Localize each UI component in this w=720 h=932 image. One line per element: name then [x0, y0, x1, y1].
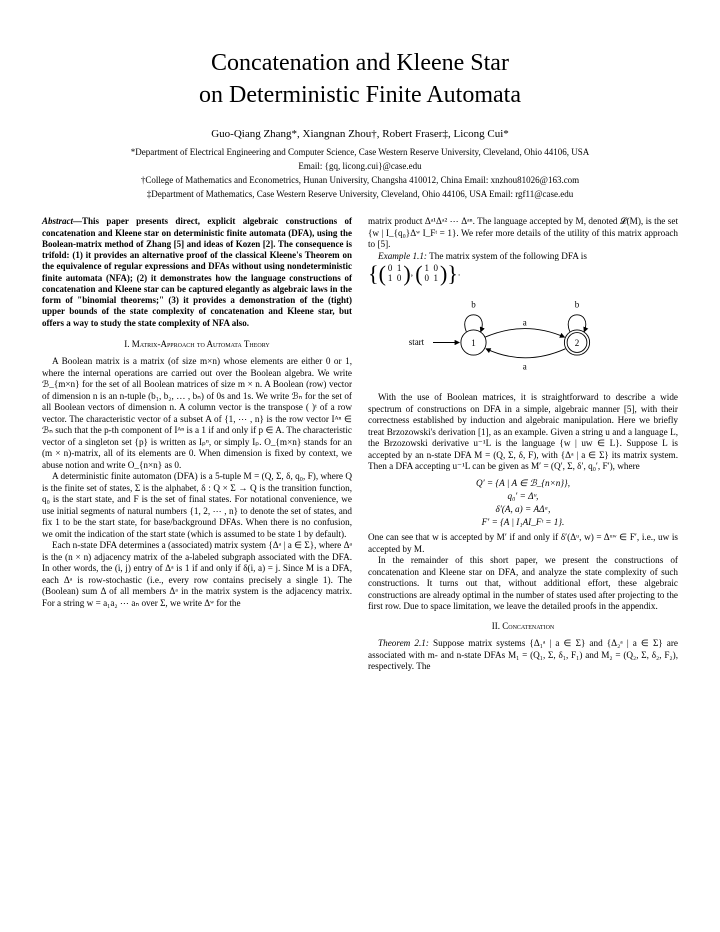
state-1-label: 1	[471, 338, 476, 348]
sec1-para1: A Boolean matrix is a matrix (of size m×…	[42, 356, 352, 471]
title-line1: Concatenation and Kleene Star	[42, 48, 678, 78]
affiliation-2: Email: {gq, licong.cui}@case.edu	[42, 160, 678, 172]
theorem-2-1: Theorem 2.1: Suppose matrix systems {Δ₁ᵃ…	[368, 638, 678, 673]
affiliation-1: *Department of Electrical Engineering an…	[42, 146, 678, 158]
theorem-label: Theorem 2.1:	[378, 638, 429, 648]
affiliation-3: †College of Mathematics and Econometrics…	[42, 174, 678, 186]
right-column: matrix product Δᵃ¹Δᵃ² ⋯ Δᵃⁿ. The languag…	[368, 216, 678, 672]
edge-1-2-a-label: a	[523, 318, 527, 328]
math-q: Q′ = {A | A ∈ ℬ_{n×n}},	[368, 477, 678, 490]
sec1-para2: A deterministic finite automaton (DFA) i…	[42, 471, 352, 540]
math-delta: δ′(A, a) = AΔᵃ,	[368, 503, 678, 516]
title-line2: on Deterministic Finite Automata	[42, 80, 678, 110]
left-column: Abstract—This paper presents direct, exp…	[42, 216, 352, 672]
edge-2-1-a-label: a	[523, 362, 527, 372]
state-2-label: 2	[575, 338, 580, 348]
col2-para4: In the remainder of this short paper, we…	[368, 555, 678, 613]
affiliation-4: ‡Department of Mathematics, Case Western…	[42, 188, 678, 200]
abstract-text: This paper presents direct, explicit alg…	[42, 216, 352, 327]
abstract-block: Abstract—This paper presents direct, exp…	[42, 216, 352, 329]
start-label: start	[409, 337, 425, 347]
example-text: The matrix system of the following DFA i…	[427, 251, 587, 261]
section-1-header: I. Matrix-Approach to Automata Theory	[42, 339, 352, 350]
example-label: Example 1.1:	[378, 251, 427, 261]
math-q0: q₀′ = Δᵘ,	[368, 490, 678, 503]
loop-2-b-label: b	[575, 300, 580, 310]
col2-para1: matrix product Δᵃ¹Δᵃ² ⋯ Δᵃⁿ. The languag…	[368, 216, 678, 251]
loop-1-b	[465, 315, 483, 332]
math-f: F′ = {A | I₁AI_Fᵗ = 1}.	[368, 516, 678, 529]
loop-2-b	[568, 315, 586, 332]
abstract-label: Abstract—	[42, 216, 82, 226]
math-definitions: Q′ = {A | A ∈ ℬ_{n×n}}, q₀′ = Δᵘ, δ′(A, …	[368, 477, 678, 529]
edge-2-1-a	[486, 349, 565, 358]
section-2-header: II. Concatenation	[368, 621, 678, 632]
two-column-layout: Abstract—This paper presents direct, exp…	[42, 216, 678, 672]
edge-1-2-a	[485, 329, 564, 338]
sec1-para3: Each n-state DFA determines a (associate…	[42, 540, 352, 609]
matrix-system-display: {(0 11 0), (1 00 1)}.	[368, 264, 678, 283]
dfa-diagram: start 1 2 b b a a	[368, 293, 678, 383]
loop-1-b-label: b	[471, 300, 476, 310]
col2-para3: One can see that w is accepted by M′ if …	[368, 532, 678, 555]
col2-para2: With the use of Boolean matrices, it is …	[368, 392, 678, 473]
authors-line: Guo-Qiang Zhang*, Xiangnan Zhou†, Robert…	[42, 128, 678, 142]
